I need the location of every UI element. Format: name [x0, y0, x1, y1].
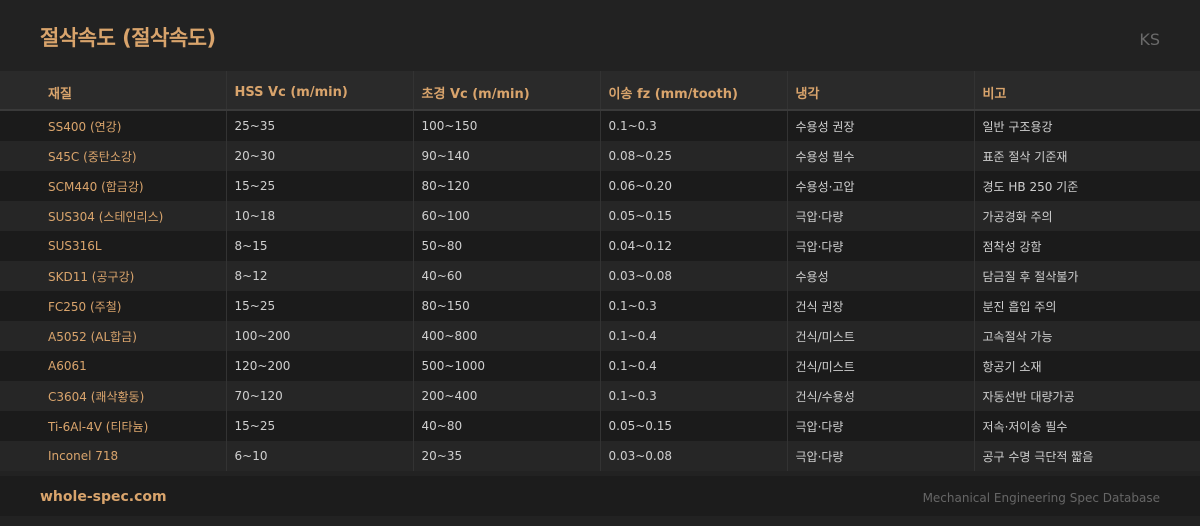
table-row: SS400 (연강) 25~35 100~150 0.1~0.3 수용성 권장 일반 구조… — [0, 110, 1200, 141]
table-row: Ti-6Al-4V (티타늄) 15~25 40~80 0.05~0.15 극압·다량 저… — [0, 411, 1200, 441]
cell-feed-fz: 0.05~0.15 — [599, 201, 787, 231]
table-row: SUS304 (스테인리스) 10~18 60~100 0.05~0.15 극압·다량 가… — [0, 201, 1200, 231]
cell-coolant: 극압·다량 — [786, 231, 974, 261]
cell-material: Ti-6Al-4V (티타늄) — [0, 411, 226, 441]
column-header-remarks: 비고 — [973, 71, 1200, 111]
cell-material: C3604 (쾌삭황동) — [0, 381, 226, 411]
cell-carbide-vc: 90~140 — [412, 141, 600, 171]
table-row: SUS316L 8~15 50~80 0.04~0.12 극압·다량 점착성 강함 — [0, 231, 1200, 261]
cell-feed-fz: 0.08~0.25 — [599, 141, 787, 171]
cell-feed-fz: 0.03~0.08 — [599, 261, 787, 291]
cell-carbide-vc: 80~150 — [412, 291, 600, 321]
cell-remarks: 고속절삭 가능 — [973, 321, 1200, 351]
table-row: Inconel 718 6~10 20~35 0.03~0.08 극압·다량 공구 수명 … — [0, 441, 1200, 471]
cell-feed-fz: 0.1~0.4 — [599, 351, 787, 381]
cell-coolant: 수용성·고압 — [786, 171, 974, 201]
database-label: Mechanical Engineering Spec Database — [922, 491, 1160, 505]
cell-feed-fz: 0.03~0.08 — [599, 441, 787, 471]
cell-material: SS400 (연강) — [0, 110, 226, 141]
cell-coolant: 수용성 권장 — [786, 110, 974, 141]
table-row: C3604 (쾌삭황동) 70~120 200~400 0.1~0.3 건식/수용성 자동… — [0, 381, 1200, 411]
table-row: A6061 120~200 500~1000 0.1~0.4 건식/미스트 항공기 소재 — [0, 351, 1200, 381]
cell-remarks: 공구 수명 극단적 짧음 — [973, 441, 1200, 471]
cell-hss-vc: 120~200 — [225, 351, 413, 381]
cell-material: S45C (중탄소강) — [0, 141, 226, 171]
footer: whole-spec.com Mechanical Engineering Sp… — [0, 476, 1200, 516]
cutting-speed-table: 재질 HSS Vc (m/min) 초경 Vc (m/min) 이송 fz (mm/t… — [0, 71, 1200, 471]
cell-material: SCM440 (합금강) — [0, 171, 226, 201]
cell-hss-vc: 8~12 — [225, 261, 413, 291]
cell-feed-fz: 0.1~0.3 — [599, 110, 787, 141]
cell-hss-vc: 20~30 — [225, 141, 413, 171]
cell-feed-fz: 0.1~0.3 — [599, 381, 787, 411]
cell-feed-fz: 0.04~0.12 — [599, 231, 787, 261]
table-row: SCM440 (합금강) 15~25 80~120 0.06~0.20 수용성·고압 경도… — [0, 171, 1200, 201]
cell-carbide-vc: 20~35 — [412, 441, 600, 471]
cell-remarks: 표준 절삭 기준재 — [973, 141, 1200, 171]
cell-coolant: 극압·다량 — [786, 441, 974, 471]
cell-coolant: 건식/미스트 — [786, 321, 974, 351]
site-link[interactable]: whole-spec.com — [40, 489, 167, 505]
cell-feed-fz: 0.1~0.4 — [599, 321, 787, 351]
cell-hss-vc: 100~200 — [225, 321, 413, 351]
cell-coolant: 극압·다량 — [786, 411, 974, 441]
cell-material: Inconel 718 — [0, 441, 226, 471]
cell-carbide-vc: 40~80 — [412, 411, 600, 441]
cell-material: FC250 (주철) — [0, 291, 226, 321]
cell-coolant: 건식/미스트 — [786, 351, 974, 381]
column-header-feed-fz: 이송 fz (mm/tooth) — [599, 71, 787, 111]
cell-carbide-vc: 60~100 — [412, 201, 600, 231]
cell-carbide-vc: 100~150 — [412, 110, 600, 141]
cell-material: A5052 (AL합금) — [0, 321, 226, 351]
cell-remarks: 담금질 후 절삭불가 — [973, 261, 1200, 291]
cell-coolant: 수용성 — [786, 261, 974, 291]
column-header-hss-vc: HSS Vc (m/min) — [225, 71, 413, 111]
cell-hss-vc: 15~25 — [225, 411, 413, 441]
table-row: SKD11 (공구강) 8~12 40~60 0.03~0.08 수용성 담금질 후 절삭… — [0, 261, 1200, 291]
cell-hss-vc: 70~120 — [225, 381, 413, 411]
page-title: 절삭속도 (절삭속도) — [40, 26, 216, 50]
cell-remarks: 저속·저이송 필수 — [973, 411, 1200, 441]
cell-carbide-vc: 400~800 — [412, 321, 600, 351]
cell-coolant: 수용성 필수 — [786, 141, 974, 171]
cell-coolant: 극압·다량 — [786, 201, 974, 231]
table-header-row: 재질 HSS Vc (m/min) 초경 Vc (m/min) 이송 fz (mm/t… — [0, 71, 1200, 111]
standard-label: KS — [1139, 30, 1160, 49]
cell-remarks: 분진 흡입 주의 — [973, 291, 1200, 321]
cell-remarks: 자동선반 대량가공 — [973, 381, 1200, 411]
column-header-coolant: 냉각 — [786, 71, 974, 111]
cell-hss-vc: 8~15 — [225, 231, 413, 261]
cell-feed-fz: 0.1~0.3 — [599, 291, 787, 321]
cell-coolant: 건식 권장 — [786, 291, 974, 321]
cell-remarks: 가공경화 주의 — [973, 201, 1200, 231]
table-row: S45C (중탄소강) 20~30 90~140 0.08~0.25 수용성 필수 표준 … — [0, 141, 1200, 171]
cell-hss-vc: 15~25 — [225, 171, 413, 201]
cell-remarks: 점착성 강함 — [973, 231, 1200, 261]
cell-remarks: 일반 구조용강 — [973, 110, 1200, 141]
cell-material: SUS304 (스테인리스) — [0, 201, 226, 231]
cell-coolant: 건식/수용성 — [786, 381, 974, 411]
cell-feed-fz: 0.06~0.20 — [599, 171, 787, 201]
cell-hss-vc: 6~10 — [225, 441, 413, 471]
cell-carbide-vc: 200~400 — [412, 381, 600, 411]
cell-material: SUS316L — [0, 231, 226, 261]
cell-material: SKD11 (공구강) — [0, 261, 226, 291]
cell-carbide-vc: 500~1000 — [412, 351, 600, 381]
cell-hss-vc: 25~35 — [225, 110, 413, 141]
cell-carbide-vc: 50~80 — [412, 231, 600, 261]
cell-material: A6061 — [0, 351, 226, 381]
cell-carbide-vc: 80~120 — [412, 171, 600, 201]
column-header-material: 재질 — [0, 71, 226, 111]
cell-hss-vc: 15~25 — [225, 291, 413, 321]
column-header-carbide-vc: 초경 Vc (m/min) — [412, 71, 600, 111]
table-row: FC250 (주철) 15~25 80~150 0.1~0.3 건식 권장 분진 흡입 주… — [0, 291, 1200, 321]
cell-carbide-vc: 40~60 — [412, 261, 600, 291]
cell-feed-fz: 0.05~0.15 — [599, 411, 787, 441]
cell-remarks: 경도 HB 250 기준 — [973, 171, 1200, 201]
table-row: A5052 (AL합금) 100~200 400~800 0.1~0.4 건식/미스트 고… — [0, 321, 1200, 351]
cell-remarks: 항공기 소재 — [973, 351, 1200, 381]
cell-hss-vc: 10~18 — [225, 201, 413, 231]
